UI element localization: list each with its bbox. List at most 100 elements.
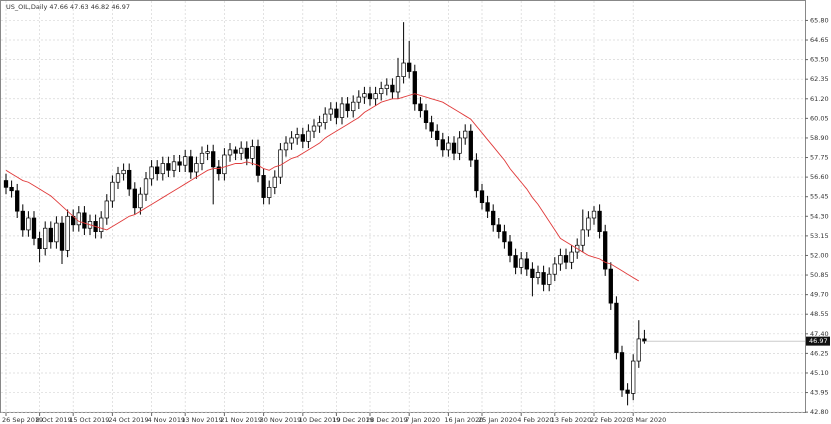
candle-body	[121, 169, 126, 175]
candle-body	[367, 93, 373, 100]
candle-body	[110, 181, 115, 202]
candle-body	[216, 166, 221, 175]
candle-body	[608, 268, 613, 304]
candle-body	[183, 156, 188, 166]
candle-body	[468, 130, 473, 161]
candle-body	[351, 101, 356, 112]
candle-body	[541, 272, 546, 285]
y-tick-label: 63.50	[810, 56, 829, 64]
y-tick-label: 58.90	[810, 134, 829, 142]
y-tick-label: 56.60	[810, 173, 829, 181]
candle-body	[166, 163, 171, 171]
candle-body	[642, 338, 647, 342]
candle-body	[283, 142, 289, 151]
candle-body	[76, 212, 81, 226]
candle-body	[418, 103, 423, 112]
candle-body	[149, 166, 154, 180]
chart-title: US_OIL,Daily 47.66 47.63 46.82 46.97	[6, 3, 130, 11]
candle-body	[300, 134, 305, 142]
x-tick-label: 15 Oct 2019	[69, 416, 109, 424]
candle-body	[603, 231, 608, 270]
x-tick-label: 4 Nov 2019	[148, 416, 186, 424]
price-tag	[806, 336, 830, 346]
candle-body	[591, 210, 597, 219]
candle-body	[586, 217, 591, 231]
candle-body	[143, 178, 149, 195]
candle-body	[614, 302, 619, 353]
candle-body	[395, 76, 401, 93]
candle-body	[356, 96, 361, 103]
candle-body	[463, 130, 468, 139]
candle-body	[199, 152, 205, 164]
candle-body	[558, 255, 563, 265]
y-tick-label: 57.75	[810, 154, 829, 162]
candle-body	[211, 151, 216, 168]
candle-body	[328, 108, 333, 115]
candle-body	[485, 202, 490, 212]
candle-body	[631, 360, 636, 394]
y-tick-label: 47.40	[810, 330, 829, 338]
candle-body	[563, 255, 569, 263]
candle-body	[496, 224, 501, 232]
price-tag-label: 46.97	[809, 337, 828, 345]
y-tick-label: 62.35	[810, 75, 829, 83]
candle-body	[334, 108, 339, 118]
y-tick-label: 61.20	[810, 95, 829, 103]
candle-body	[104, 200, 109, 219]
candle-body	[250, 146, 255, 159]
candle-body	[479, 190, 485, 204]
x-tick-label: 13 Feb 2020	[551, 416, 591, 424]
candle-body	[547, 273, 552, 285]
candle-body	[54, 222, 59, 243]
candle-body	[15, 190, 20, 212]
candle-body	[31, 217, 37, 239]
candle-body	[82, 212, 87, 229]
candle-body	[317, 122, 322, 127]
candle-body	[155, 166, 160, 175]
x-tick-label: 22 Feb 2020	[590, 416, 630, 424]
candle-body	[339, 103, 345, 118]
candle-body	[244, 147, 249, 159]
candle-body	[407, 62, 412, 72]
candle-body	[171, 161, 177, 171]
x-tick-label: 13 Nov 2019	[181, 416, 223, 424]
candle-body	[435, 130, 440, 141]
candle-body	[272, 176, 277, 188]
y-tick-label: 49.70	[810, 291, 829, 299]
candle-body	[412, 71, 417, 105]
x-tick-label: 30 Nov 2019	[260, 416, 302, 424]
candle-body	[384, 84, 389, 89]
candle-body	[429, 122, 434, 132]
moving-average-line	[5, 93, 640, 282]
x-tick-label: 4 Feb 2020	[517, 416, 553, 424]
y-tick-label: 54.30	[810, 212, 829, 220]
candle-body	[132, 188, 137, 209]
y-tick-label: 45.10	[810, 369, 829, 377]
candle-body	[507, 241, 513, 256]
candle-body	[115, 173, 121, 183]
candle-body	[43, 227, 48, 250]
candle-body	[160, 163, 165, 175]
candle-body	[295, 134, 300, 139]
candle-body	[9, 186, 14, 192]
x-tick-label: 8 Oct 2019	[36, 416, 72, 424]
x-tick-label: 21 Nov 2019	[220, 416, 262, 424]
candle-body	[474, 159, 479, 192]
y-tick-label: 48.55	[810, 310, 829, 318]
y-tick-label: 50.85	[810, 271, 829, 279]
y-tick-label: 52.00	[810, 251, 829, 259]
candle-body	[59, 222, 65, 251]
plot-frame	[0, 0, 806, 413]
candle-body	[379, 88, 384, 95]
x-tick-label: 16 Jan 2020	[444, 416, 483, 424]
candle-body	[519, 258, 524, 268]
candle-body	[552, 263, 557, 275]
candle-body	[3, 180, 9, 188]
x-tick-label: 26 Sep 2019	[2, 416, 43, 424]
candle-body	[233, 149, 238, 154]
candle-body	[127, 169, 132, 190]
candle-body	[619, 352, 625, 391]
candle-body	[267, 186, 272, 198]
candle-body	[194, 163, 199, 173]
